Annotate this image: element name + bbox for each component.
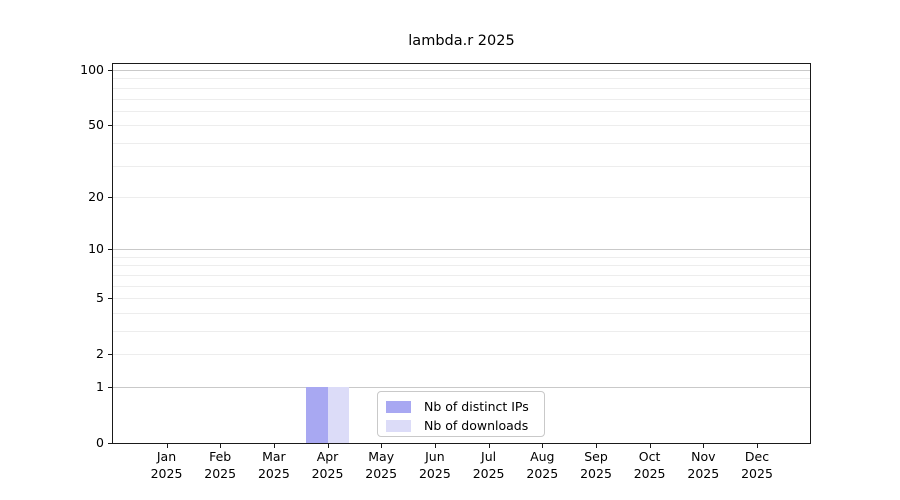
x-tick-mark xyxy=(596,443,597,448)
y-gridline-minor xyxy=(113,165,810,167)
y-gridline-minor xyxy=(113,78,810,80)
y-tick-mark xyxy=(108,387,113,388)
y-tick-mark xyxy=(108,125,113,127)
y-tick-mark xyxy=(108,298,113,300)
legend: Nb of distinct IPs Nb of downloads xyxy=(377,391,545,437)
y-gridline-minor xyxy=(113,265,810,267)
x-tick-mark xyxy=(434,443,436,448)
bar-downloads xyxy=(327,387,349,443)
x-tick-label: Apr 2025 xyxy=(311,449,344,481)
chart-title: lambda.r 2025 xyxy=(408,33,515,49)
y-tick-label: 5 xyxy=(96,290,104,306)
y-gridline-major xyxy=(113,387,810,388)
y-tick-mark xyxy=(108,249,113,251)
y-gridline-minor xyxy=(113,142,810,144)
x-tick-label: Sep 2025 xyxy=(580,449,612,481)
y-gridline-major xyxy=(113,70,810,71)
legend-label-downloads: Nb of downloads xyxy=(424,418,529,433)
x-tick-mark xyxy=(327,443,329,448)
y-gridline-major xyxy=(113,249,810,251)
x-tick-mark xyxy=(488,443,490,448)
legend-item-distinct-ips: Nb of distinct IPs xyxy=(386,397,544,416)
x-tick-label: Jun 2025 xyxy=(418,449,451,481)
x-tick-label: Oct 2025 xyxy=(633,449,666,481)
y-tick-mark xyxy=(108,443,113,444)
y-gridline-minor xyxy=(113,110,810,112)
x-tick-label: Jan 2025 xyxy=(150,449,183,481)
x-tick-mark xyxy=(273,443,275,448)
bar-distinct-ips xyxy=(306,387,328,443)
y-gridline-minor xyxy=(113,312,810,314)
x-tick-label: Aug 2025 xyxy=(526,449,559,481)
x-tick-mark xyxy=(220,443,222,448)
x-tick-mark xyxy=(757,443,758,448)
y-gridline-minor xyxy=(113,331,810,332)
x-tick-label: Feb 2025 xyxy=(204,449,237,481)
y-gridline-minor xyxy=(113,274,810,276)
x-tick-label: May 2025 xyxy=(365,449,398,481)
y-gridline-minor xyxy=(113,196,810,198)
y-tick-mark xyxy=(108,354,113,356)
x-tick-label: Dec 2025 xyxy=(741,449,773,481)
x-tick-mark xyxy=(703,443,705,448)
x-tick-mark xyxy=(166,443,168,448)
y-gridline-minor xyxy=(113,125,810,127)
legend-item-downloads: Nb of downloads xyxy=(386,416,544,435)
legend-label-distinct-ips: Nb of distinct IPs xyxy=(424,399,529,414)
x-tick-mark xyxy=(649,443,651,448)
y-tick-mark xyxy=(108,70,113,71)
y-gridline-minor xyxy=(113,256,810,258)
y-gridline-minor xyxy=(113,298,810,300)
y-gridline-minor xyxy=(113,87,810,89)
legend-swatch-distinct-ips xyxy=(386,400,411,413)
x-tick-label: Jul 2025 xyxy=(472,449,505,481)
y-gridline-minor xyxy=(113,354,810,356)
y-gridline-minor xyxy=(113,98,810,100)
x-tick-label: Nov 2025 xyxy=(687,449,720,481)
y-tick-label: 10 xyxy=(88,241,104,257)
y-tick-mark xyxy=(108,196,113,198)
y-tick-label: 2 xyxy=(96,346,104,362)
x-tick-label: Mar 2025 xyxy=(257,449,290,481)
plot-area: Nb of distinct IPs Nb of downloads xyxy=(112,63,811,444)
y-gridline-minor xyxy=(113,285,810,287)
y-tick-label: 0 xyxy=(96,435,104,450)
y-tick-label: 100 xyxy=(80,62,104,77)
x-tick-mark xyxy=(381,443,383,448)
y-tick-label: 20 xyxy=(88,188,104,204)
y-tick-label: 1 xyxy=(96,379,104,394)
x-tick-mark xyxy=(542,443,544,448)
y-tick-label: 50 xyxy=(88,117,104,133)
legend-swatch-downloads xyxy=(386,419,411,432)
